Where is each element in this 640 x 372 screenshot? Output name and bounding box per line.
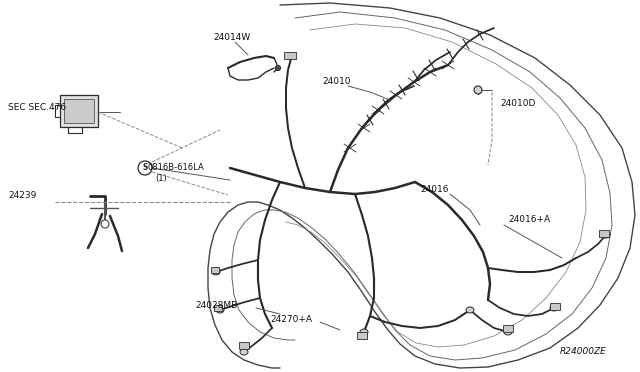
Circle shape — [275, 65, 280, 71]
Circle shape — [474, 86, 482, 94]
Circle shape — [101, 220, 109, 228]
Text: 24016: 24016 — [420, 186, 449, 195]
Bar — [64, 99, 94, 123]
Text: S: S — [142, 164, 148, 173]
Text: 24270+A: 24270+A — [270, 315, 312, 324]
Ellipse shape — [240, 349, 248, 355]
Ellipse shape — [212, 269, 220, 275]
Text: 24028MB: 24028MB — [195, 301, 237, 310]
Text: R24000ZE: R24000ZE — [560, 347, 607, 356]
Bar — [357, 332, 367, 339]
Bar — [60, 95, 98, 127]
Bar — [550, 303, 560, 310]
Text: 0816B-616LA: 0816B-616LA — [148, 164, 205, 173]
Bar — [239, 342, 249, 349]
Ellipse shape — [360, 329, 368, 335]
Ellipse shape — [602, 232, 610, 238]
Text: 24016+A: 24016+A — [508, 215, 550, 224]
Bar — [211, 267, 219, 273]
Text: 24014W: 24014W — [213, 33, 250, 42]
Bar — [503, 325, 513, 332]
Ellipse shape — [216, 307, 224, 313]
Bar — [284, 52, 296, 59]
Ellipse shape — [504, 329, 512, 335]
Text: 24239: 24239 — [8, 192, 36, 201]
Ellipse shape — [550, 305, 558, 311]
Bar — [214, 305, 222, 311]
Text: 24010: 24010 — [322, 77, 351, 87]
Text: (1): (1) — [155, 173, 167, 183]
Ellipse shape — [466, 307, 474, 313]
Circle shape — [138, 161, 152, 175]
Text: SEC SEC.476: SEC SEC.476 — [8, 103, 66, 112]
Text: 24010D: 24010D — [500, 99, 536, 108]
Bar — [599, 230, 609, 237]
